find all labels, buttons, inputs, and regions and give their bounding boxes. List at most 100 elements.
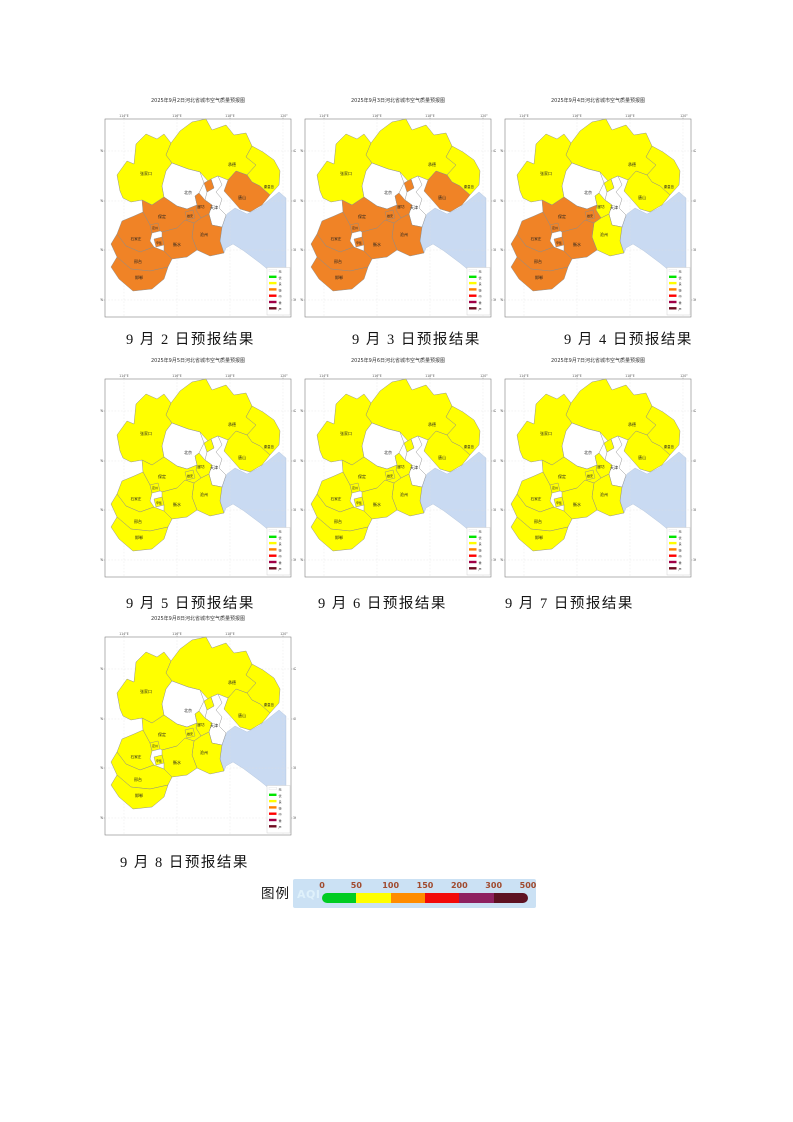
region-xingtai	[510, 493, 573, 532]
city-label-xiongan: 雄安	[187, 473, 193, 478]
mini-legend-swatch	[669, 541, 677, 545]
city-label-baoding: 保定	[558, 473, 566, 479]
map-figure-7: 2025年9月8日河北省城市空气质量预报图	[100, 613, 296, 845]
region-dingzhou	[149, 482, 161, 494]
lat-axis-label: 38°N	[693, 248, 696, 252]
lon-axis-label: 120°	[680, 114, 688, 118]
lon-axis-label: 118°E	[425, 374, 434, 378]
city-label-tianjin: 天津	[410, 464, 418, 470]
mini-legend-swatch	[669, 554, 677, 557]
lon-axis-label: 120°	[280, 114, 288, 118]
city-label-tianjin: 天津	[210, 204, 218, 210]
region-handan	[110, 516, 169, 552]
region-xingtai	[110, 751, 173, 790]
region-langfang	[603, 178, 615, 193]
map-title: 2025年9月3日河北省城市空气质量预报图	[350, 98, 446, 104]
mini-legend-swatch	[469, 294, 477, 297]
lon-axis-label: 118°E	[225, 632, 234, 636]
aqi-legend-title: 图例	[261, 886, 290, 901]
map-title: 2025年9月5日河北省城市空气质量预报图	[150, 358, 246, 364]
lat-axis-label: 42°N	[500, 409, 504, 413]
lat-axis-label: 42°N	[300, 149, 304, 153]
region-handan	[310, 516, 369, 552]
city-label-hengshui: 衡水	[573, 501, 581, 507]
city-label-hengshui: 衡水	[373, 501, 381, 507]
lat-axis-label: 40°N	[493, 199, 496, 203]
hebei-aqi-map: 114°E 116°E 118°E 120° 42°N 40°N 38°N 36…	[300, 114, 496, 318]
aqi-segment-6	[493, 893, 528, 903]
lat-axis-label: 42°N	[293, 149, 296, 153]
lon-axis-label: 120°	[280, 632, 288, 636]
region-dingzhou	[549, 482, 561, 494]
mini-legend-swatch	[269, 535, 277, 538]
city-label-cangzhou: 沧州	[200, 491, 208, 497]
axis-labels: 114°E 116°E 118°E 120° 42°N 40°N 38°N 36…	[300, 374, 496, 562]
city-label-dingzhou: 定州	[552, 225, 558, 230]
region-dingzhou	[149, 740, 161, 752]
city-label-chengde: 承德	[228, 679, 236, 685]
mini-legend-label: 无	[479, 270, 482, 274]
mini-legend-label: 优	[279, 793, 282, 798]
lat-axis-label: 38°N	[293, 766, 296, 770]
regions	[510, 378, 681, 552]
region-tangshan	[623, 430, 671, 473]
lat-axis-label: 36°N	[293, 558, 296, 562]
lat-axis-label: 36°N	[293, 816, 296, 820]
city-label-xinji: 辛集	[156, 500, 162, 505]
mini-legend-label: 优	[679, 535, 682, 540]
mini-legend-label: 优	[279, 535, 282, 540]
city-label-qinhuangdao: 秦皇岛	[264, 184, 275, 189]
aqi-label: AQI	[297, 888, 321, 901]
city-label-handan: 邯郸	[335, 274, 343, 280]
aqi-tick: 50	[350, 881, 362, 890]
lat-axis-label: 38°N	[500, 248, 504, 252]
mini-legend-label: 中	[279, 294, 282, 299]
lon-axis-label: 118°E	[625, 374, 634, 378]
mini-legend-label: 良	[679, 541, 682, 546]
aqi-segment-5	[459, 893, 494, 903]
city-label-zhangjiakou: 张家口	[340, 430, 352, 436]
city-label-handan: 邯郸	[535, 534, 543, 540]
mini-legend-swatch	[269, 281, 277, 285]
map-caption-3: 9 月 4 日预报结果	[564, 332, 693, 348]
region-langfang	[603, 438, 615, 453]
lat-axis-label: 40°N	[100, 459, 104, 463]
region-xingtai	[110, 493, 173, 532]
mini-legend-swatch	[469, 541, 477, 545]
mini-legend-swatch	[669, 560, 677, 564]
aqi-tick: 500	[519, 881, 537, 890]
mini-legend-label: 轻	[479, 547, 482, 552]
city-label-hengshui: 衡水	[173, 759, 181, 765]
lat-axis-label: 42°N	[500, 149, 504, 153]
regions	[310, 378, 481, 552]
mini-legend-swatch	[269, 294, 277, 297]
map-title: 2025年9月2日河北省城市空气质量预报图	[150, 98, 246, 104]
map-figure-6: 2025年9月7日河北省城市空气质量预报图	[500, 355, 696, 587]
hebei-aqi-map: 114°E 116°E 118°E 120° 42°N 40°N 38°N 36…	[100, 632, 296, 836]
region-xinji	[153, 754, 165, 766]
regions	[310, 118, 481, 292]
lon-axis-label: 114°E	[119, 632, 128, 636]
mini-legend-label: 良	[679, 281, 682, 286]
aqi-color-scale: 0 50 100 150 200 300 500	[319, 881, 536, 906]
lat-axis-label: 36°N	[100, 816, 104, 820]
mini-legend-swatch	[269, 307, 277, 310]
city-label-baoding: 保定	[358, 213, 366, 219]
mini-legend-label: 轻	[479, 287, 482, 292]
city-label-beijing: 北京	[184, 189, 192, 195]
mini-legend-label: 重	[679, 560, 682, 565]
mini-legend-swatch	[269, 799, 277, 803]
map-title: 2025年9月7日河北省城市空气质量预报图	[550, 358, 646, 364]
city-label-zhangjiakou: 张家口	[140, 430, 152, 436]
city-label-cangzhou: 沧州	[200, 749, 208, 755]
lat-axis-label: 38°N	[100, 248, 104, 252]
mini-legend-label: 严	[679, 567, 682, 571]
city-label-beijing: 北京	[384, 189, 392, 195]
lat-axis-label: 36°N	[100, 298, 104, 302]
mini-legend-label: 轻	[679, 547, 682, 552]
mini-legend-swatch	[269, 793, 277, 796]
city-label-xingtai: 邢台	[534, 518, 542, 524]
aqi-tick: 300	[485, 881, 503, 890]
